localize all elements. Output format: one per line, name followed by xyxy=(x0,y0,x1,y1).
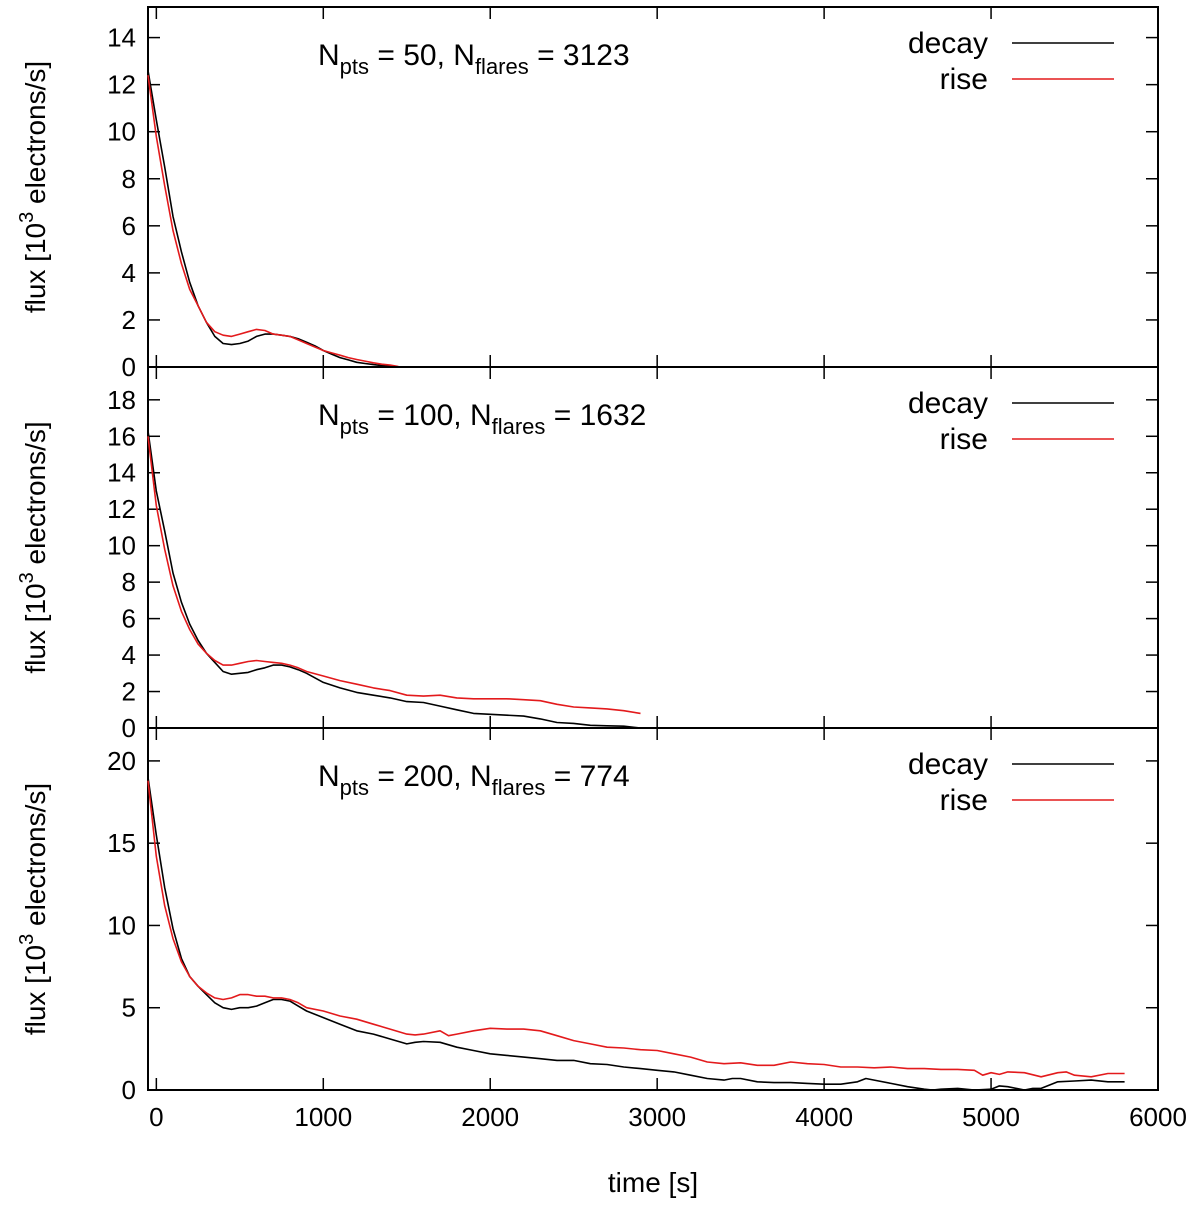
x-tick-label: 1000 xyxy=(294,1102,352,1132)
y-tick-label: 8 xyxy=(122,567,136,597)
x-tick-label: 5000 xyxy=(962,1102,1020,1132)
y-tick-label: 18 xyxy=(107,385,136,415)
panel-annotation: Npts = 200, Nflares = 774 xyxy=(318,760,630,800)
y-tick-label: 2 xyxy=(122,305,136,335)
y-tick-label: 15 xyxy=(107,828,136,858)
y-tick-label: 0 xyxy=(122,1075,136,1105)
legend-label-rise: rise xyxy=(940,423,988,456)
y-tick-label: 0 xyxy=(122,352,136,382)
y-tick-label: 10 xyxy=(107,531,136,561)
series-line-decay xyxy=(147,777,1125,1091)
y-tick-label: 5 xyxy=(122,993,136,1023)
y-tick-label: 10 xyxy=(107,117,136,147)
plot-frame xyxy=(147,727,1159,1091)
series-line-rise xyxy=(147,436,641,715)
legend-label-decay: decay xyxy=(908,27,988,60)
y-tick-label: 4 xyxy=(122,640,136,670)
x-tick-label: 0 xyxy=(149,1102,163,1132)
y-tick-label: 6 xyxy=(122,604,136,634)
y-tick-label: 16 xyxy=(107,421,136,451)
chart-panel-3: 0 5 10 15 20 0 1000 2000 3000 4000 5000 6000 decayri… xyxy=(16,727,1187,1132)
x-tick-label: 3000 xyxy=(628,1102,686,1132)
y-axis-label: flux [103 electrons/s] xyxy=(16,421,51,673)
series-line-decay xyxy=(147,430,641,729)
x-tick-label: 2000 xyxy=(461,1102,519,1132)
y-tick-label: 6 xyxy=(122,211,136,241)
y-tick-label: 20 xyxy=(107,746,136,776)
legend-label-decay: decay xyxy=(908,748,988,781)
x-tick-label: 4000 xyxy=(795,1102,853,1132)
y-axis-label: flux [103 electrons/s] xyxy=(16,783,51,1035)
series-line-rise xyxy=(147,75,399,368)
x-axis-label: time [s] xyxy=(608,1167,698,1198)
legend-label-rise: rise xyxy=(940,63,988,96)
y-tick-label: 10 xyxy=(107,910,136,940)
y-tick-label: 12 xyxy=(107,70,136,100)
y-axis-label: flux [103 electrons/s] xyxy=(16,61,51,313)
y-tick-label: 4 xyxy=(122,258,136,288)
y-tick-label: 8 xyxy=(122,164,136,194)
y-tick-label: 14 xyxy=(107,458,136,488)
y-tick-label: 12 xyxy=(107,494,136,524)
legend-label-decay: decay xyxy=(908,387,988,420)
series-line-rise xyxy=(147,780,1125,1078)
panel-annotation: Npts = 50, Nflares = 3123 xyxy=(318,39,630,79)
y-tick-label: 2 xyxy=(122,677,136,707)
x-tick-label: 6000 xyxy=(1129,1102,1187,1132)
panel-annotation: Npts = 100, Nflares = 1632 xyxy=(318,399,646,439)
y-tick-label: 0 xyxy=(122,713,136,743)
legend-label-rise: rise xyxy=(940,784,988,817)
y-tick-label: 14 xyxy=(107,23,136,53)
